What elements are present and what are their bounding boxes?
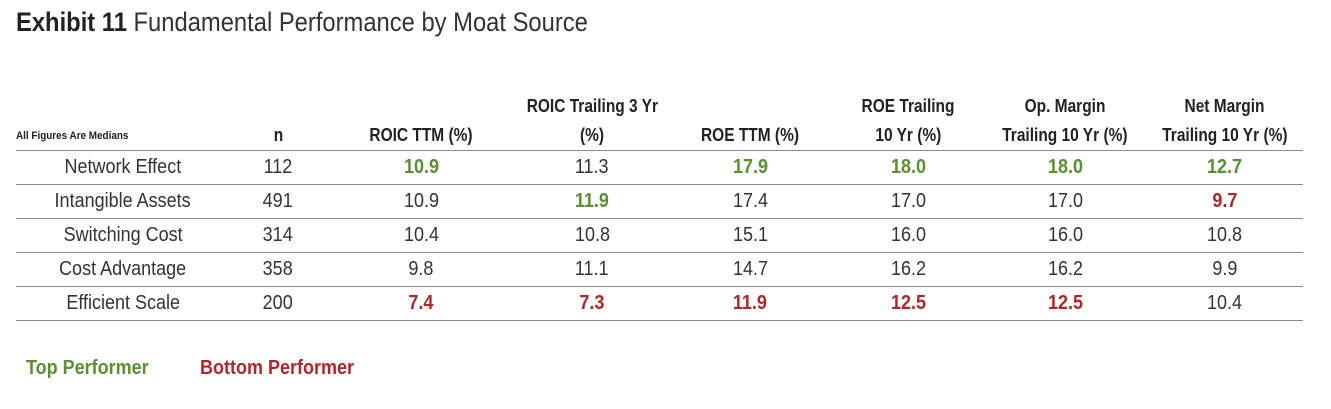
column-header-roic-3yr: ROIC Trailing 3 Yr (%) (516, 88, 668, 150)
table-row: Efficient Scale 200 7.4 7.3 11.9 12.5 12.5 10.4 (16, 286, 1303, 320)
exhibit-title: Exhibit 11 Fundamental Performance by Mo… (16, 4, 588, 40)
cell-n: 491 (262, 189, 294, 212)
table-row: Intangible Assets 491 10.9 11.9 17.4 17.0 17.0… (16, 184, 1303, 218)
column-header-line: ROIC TTM (%) (369, 124, 473, 145)
legend-bottom-performer: Bottom Performer (200, 357, 355, 379)
cell-net-margin-10yr: 9.9 (1211, 257, 1238, 280)
cell-roic-3yr: 10.8 (574, 223, 610, 246)
column-header-line: 10 Yr (%) (875, 124, 941, 145)
cell-n: 112 (263, 155, 293, 178)
column-header-op-margin-10yr: Op. Margin Trailing 10 Yr (%) (984, 88, 1146, 150)
cell-roe-10yr: 16.2 (890, 257, 926, 280)
cell-roe-10yr: 18.0 (890, 155, 926, 178)
cell-roe-ttm: 15.1 (732, 223, 768, 246)
cell-roic-ttm: 10.9 (403, 155, 439, 178)
cell-roic-3yr: 7.3 (579, 291, 605, 314)
cell-roe-10yr: 17.0 (890, 189, 926, 212)
cell-roic-3yr: 11.3 (575, 155, 609, 178)
cell-op-margin-10yr: 12.5 (1047, 291, 1083, 314)
column-header-line: Net Margin (1184, 95, 1265, 116)
legend-top-performer: Top Performer (26, 357, 149, 379)
column-header-line: (%) (579, 124, 605, 145)
table-header: All Figures Are Medians n ROIC TTM (%) ROI… (16, 88, 1303, 150)
table-body: Network Effect 112 10.9 11.3 17.9 18.0 18.0 12.… (16, 150, 1303, 320)
table-row: Cost Advantage 358 9.8 11.1 14.7 16.2 16.2 9.9 (16, 252, 1303, 286)
table-row: Network Effect 112 10.9 11.3 17.9 18.0 18.0 12.… (16, 150, 1303, 184)
column-header-line: Trailing 10 Yr (%) (1161, 124, 1288, 145)
cell-net-margin-10yr: 10.8 (1206, 223, 1243, 246)
row-label: Cost Advantage (59, 257, 187, 280)
cell-roe-10yr: 16.0 (890, 223, 926, 246)
header-row: All Figures Are Medians n ROIC TTM (%) ROI… (16, 88, 1303, 150)
cell-roe-ttm: 14.7 (732, 257, 768, 280)
cell-roic-ttm: 10.4 (403, 223, 439, 246)
column-header-n: n (230, 88, 326, 150)
table-row: Switching Cost 314 10.4 10.8 15.1 16.0 16.0 10.… (16, 218, 1303, 252)
cell-roe-ttm: 17.9 (732, 155, 768, 178)
column-header-roe-10yr: ROE Trailing 10 Yr (%) (832, 88, 984, 150)
column-header-line: Op. Margin (1024, 95, 1106, 116)
column-header-roe-ttm: ROE TTM (%) (668, 88, 832, 150)
cell-op-margin-10yr: 16.2 (1047, 257, 1083, 280)
column-header-line: n (273, 124, 283, 145)
column-header-line: ROE Trailing (861, 95, 955, 116)
cell-roic-3yr: 11.9 (574, 189, 610, 212)
cell-net-margin-10yr: 10.4 (1206, 291, 1243, 314)
cell-roic-3yr: 11.1 (575, 257, 609, 280)
cell-roic-ttm: 7.4 (408, 291, 434, 314)
cell-net-margin-10yr: 12.7 (1206, 155, 1243, 178)
row-label: Network Effect (64, 155, 182, 178)
row-label: Efficient Scale (66, 291, 180, 314)
exhibit-label: Exhibit 11 (16, 7, 127, 37)
exhibit-subtitle: Fundamental Performance by Moat Source (133, 7, 588, 37)
cell-net-margin-10yr: 9.7 (1211, 189, 1238, 212)
moat-performance-table: All Figures Are Medians n ROIC TTM (%) ROI… (16, 88, 1303, 321)
corner-label: All Figures Are Medians (16, 129, 129, 142)
cell-roe-10yr: 12.5 (890, 291, 926, 314)
column-header-roic-ttm: ROIC TTM (%) (326, 88, 516, 150)
column-header-line: Trailing 10 Yr (%) (1002, 124, 1128, 145)
cell-op-margin-10yr: 17.0 (1047, 189, 1083, 212)
column-header-net-margin-10yr: Net Margin Trailing 10 Yr (%) (1146, 88, 1303, 150)
cell-roic-ttm: 9.8 (408, 257, 434, 280)
row-label: Switching Cost (63, 223, 183, 246)
cell-n: 314 (262, 223, 294, 246)
cell-roic-ttm: 10.9 (403, 189, 439, 212)
cell-roe-ttm: 17.4 (732, 189, 768, 212)
cell-op-margin-10yr: 18.0 (1047, 155, 1083, 178)
cell-op-margin-10yr: 16.0 (1047, 223, 1083, 246)
cell-n: 200 (262, 291, 294, 314)
column-header-line: ROE TTM (%) (700, 124, 800, 145)
row-label: Intangible Assets (54, 189, 192, 212)
cell-n: 358 (262, 257, 294, 280)
column-header-line: ROIC Trailing 3 Yr (526, 95, 659, 116)
cell-roe-ttm: 11.9 (732, 291, 768, 314)
